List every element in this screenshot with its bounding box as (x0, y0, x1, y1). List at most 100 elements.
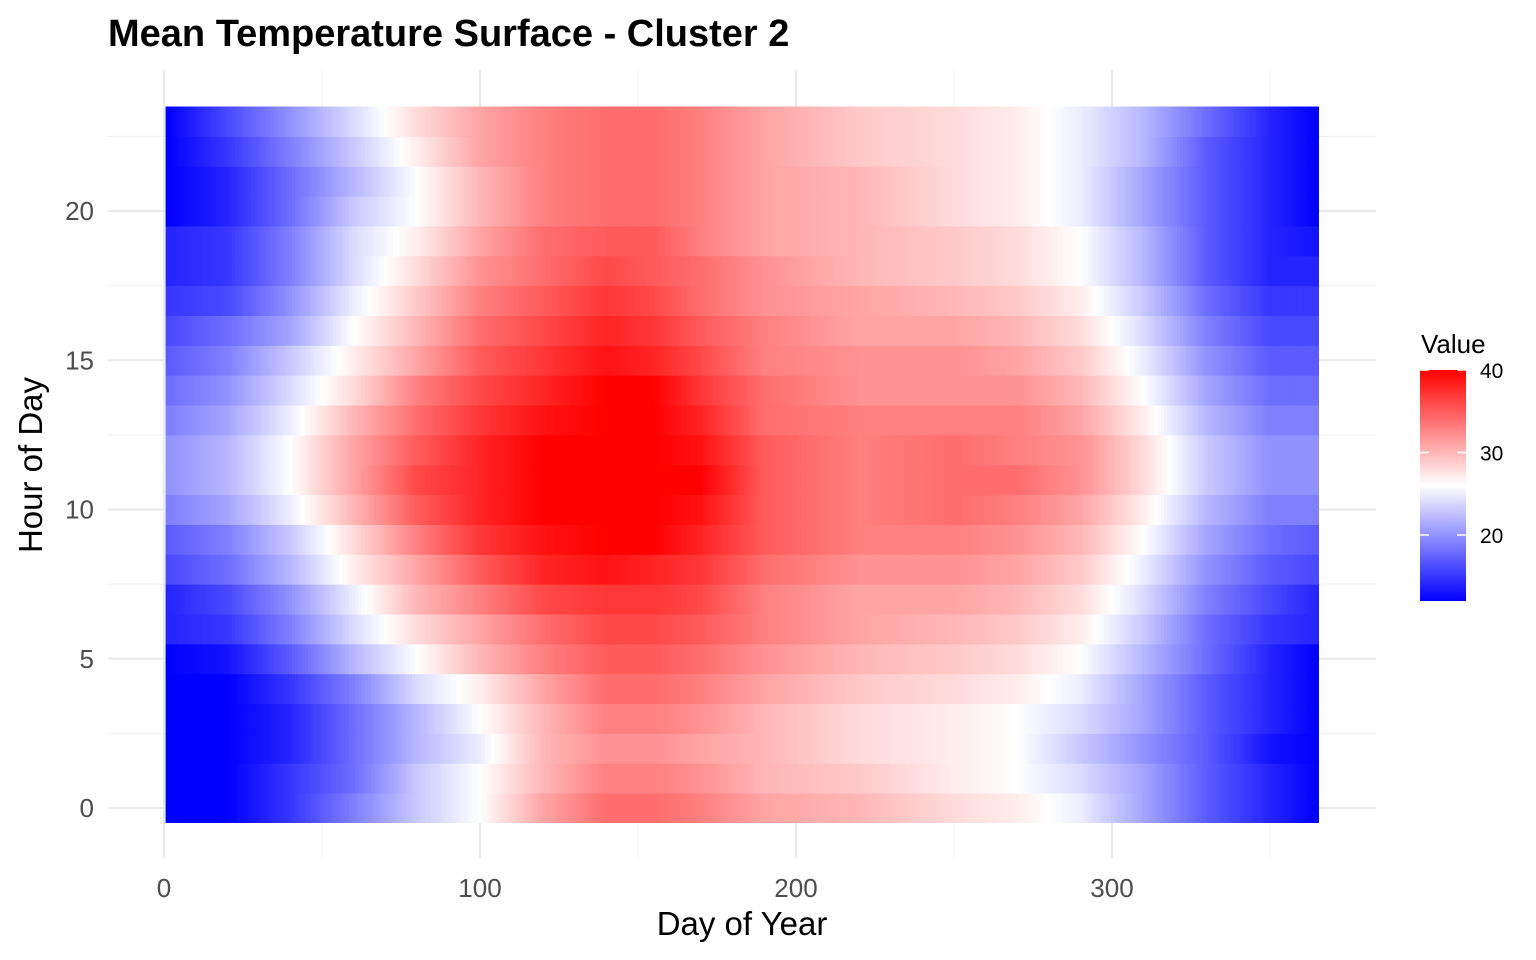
heatmap-cell (927, 524, 931, 555)
heatmap-cell (690, 584, 694, 615)
heatmap-cell (342, 763, 347, 794)
heatmap-cell (939, 763, 944, 794)
heatmap-cell (1002, 524, 1007, 555)
heatmap-cell (468, 524, 473, 555)
heatmap-cell (254, 405, 258, 436)
heatmap-cell (513, 643, 517, 675)
heatmap-cell (396, 494, 401, 525)
heatmap-cell (1002, 673, 1007, 705)
heatmap-cell (231, 494, 236, 525)
heatmap-cell (838, 763, 843, 794)
heatmap-cell (939, 464, 944, 496)
heatmap-cell (645, 613, 650, 645)
heatmap-cell (288, 494, 293, 525)
heatmap-cell (791, 763, 796, 794)
heatmap-cell (291, 733, 296, 764)
heatmap-cell (633, 554, 638, 585)
heatmap-cell (522, 763, 527, 794)
heatmap-cell (415, 613, 419, 645)
heatmap-cell (484, 554, 489, 585)
heatmap-cell (690, 405, 694, 436)
heatmap-cell (579, 793, 584, 823)
heatmap-cell (671, 613, 675, 645)
heatmap-cell (734, 763, 739, 794)
heatmap-cell (961, 673, 966, 705)
heatmap-cell (544, 643, 549, 675)
heatmap-cell (418, 464, 423, 496)
heatmap-cell (1236, 793, 1241, 823)
heatmap-cell (355, 494, 359, 525)
heatmap-cell (816, 613, 821, 645)
heatmap-cell (620, 643, 625, 675)
heatmap-cell (408, 793, 413, 823)
heatmap-cell (879, 584, 884, 615)
heatmap-cell (715, 524, 720, 555)
heatmap-cell (895, 673, 900, 705)
heatmap-cell (1059, 613, 1064, 645)
heatmap-cell (614, 434, 619, 466)
heatmap-cell (1198, 554, 1203, 585)
heatmap-cell (604, 584, 609, 615)
heatmap-cell (927, 673, 931, 705)
heatmap-cell (307, 494, 312, 525)
heatmap-cell (1126, 673, 1130, 705)
heatmap-cell (1012, 643, 1017, 675)
heatmap-cell (1214, 524, 1219, 555)
heatmap-cell (525, 524, 530, 555)
heatmap-cell (623, 434, 628, 466)
heatmap-cell (235, 793, 239, 823)
heatmap-cell (551, 763, 555, 794)
heatmap-cell (263, 733, 268, 764)
heatmap-cell (1135, 643, 1140, 675)
heatmap-cell (933, 763, 938, 794)
heatmap-cell (829, 643, 833, 675)
heatmap-cell (747, 643, 751, 675)
heatmap-cell (1142, 763, 1146, 794)
heatmap-cell (999, 643, 1004, 675)
heatmap-cell (1012, 763, 1017, 794)
heatmap-cell (219, 494, 224, 525)
heatmap-cell (750, 584, 754, 615)
heatmap-cell (860, 584, 865, 615)
heatmap-cell (462, 703, 467, 734)
heatmap-cell (187, 464, 192, 496)
heatmap-cell (1271, 673, 1276, 705)
heatmap-cell (1271, 464, 1276, 496)
heatmap-cell (348, 584, 353, 615)
heatmap-cell (690, 613, 694, 645)
heatmap-cell (844, 554, 849, 585)
heatmap-cell (863, 673, 868, 705)
heatmap-cell (345, 524, 350, 555)
heatmap-cell (437, 405, 442, 436)
heatmap-cell (1113, 793, 1118, 823)
heatmap-cell (566, 763, 571, 794)
heatmap-cell (848, 793, 852, 823)
heatmap-cell (222, 673, 227, 705)
heatmap-cell (1186, 643, 1191, 675)
heatmap-cell (1205, 494, 1209, 525)
heatmap-cell (1081, 733, 1086, 764)
heatmap-cell (298, 405, 303, 436)
heatmap-cell (1104, 703, 1108, 734)
heatmap-cell (263, 643, 268, 675)
heatmap-cell (269, 643, 274, 675)
heatmap-cell (560, 703, 565, 734)
heatmap-cell (816, 464, 821, 496)
heatmap-cell (1306, 584, 1311, 615)
heatmap-cell (238, 613, 243, 645)
heatmap-cell (383, 524, 388, 555)
heatmap-cell (990, 494, 995, 525)
heatmap-cell (487, 763, 492, 794)
heatmap-cell (721, 584, 726, 615)
heatmap-cell (626, 763, 631, 794)
heatmap-cell (671, 434, 675, 466)
heatmap-cell (475, 494, 480, 525)
heatmap-cell (765, 405, 770, 436)
heatmap-cell (737, 405, 742, 436)
heatmap-cell (709, 613, 713, 645)
heatmap-cell (247, 703, 252, 734)
heatmap-cell (396, 434, 401, 466)
heatmap-cell (769, 524, 773, 555)
heatmap-cell (876, 643, 881, 675)
heatmap-cell (958, 524, 963, 555)
